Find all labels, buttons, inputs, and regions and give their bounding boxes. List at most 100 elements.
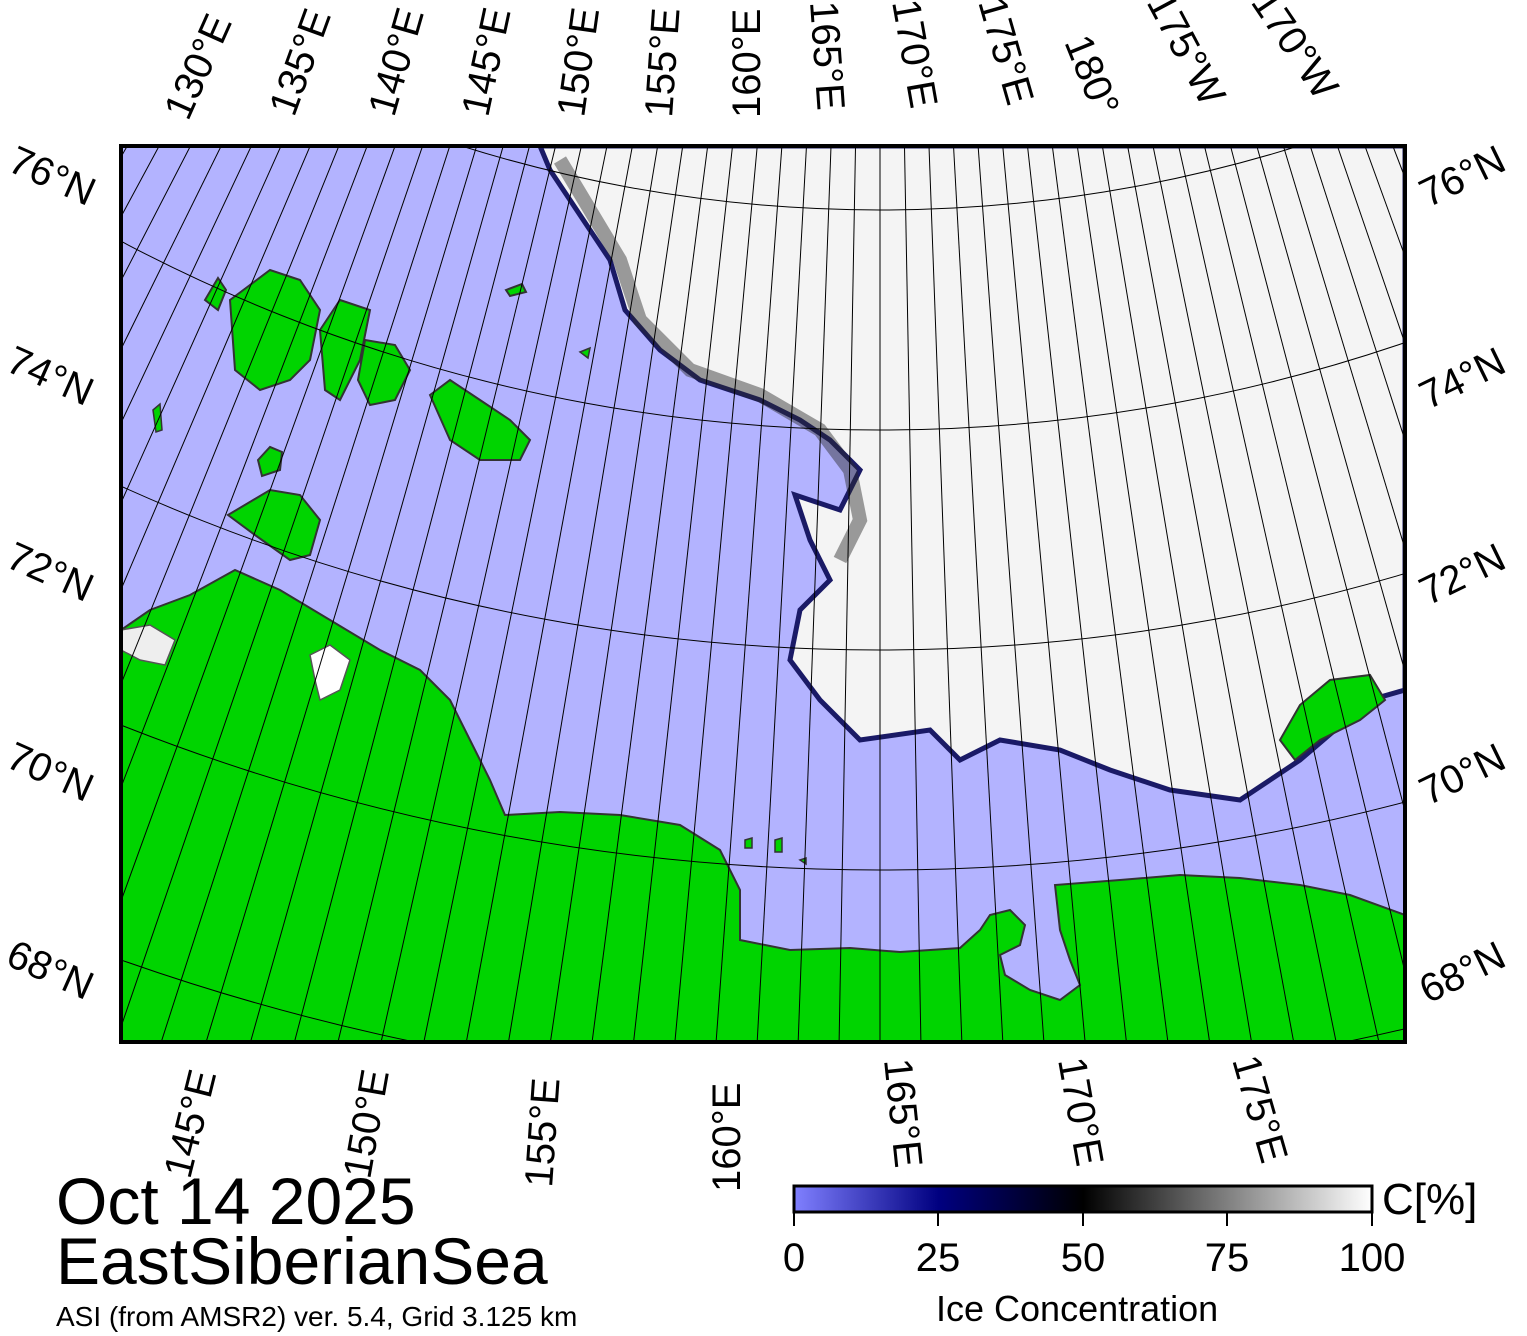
lat-label-right-76: 76°N — [1413, 137, 1513, 216]
meridian-line — [1497, 0, 1527, 922]
new-siberia-island — [428, 378, 532, 461]
lon-label-top-130E: 130°E — [156, 8, 241, 126]
map-frame — [119, 144, 1407, 1044]
meridian-line — [249, 146, 504, 1042]
meridian-line — [953, 146, 1004, 1042]
meridian-line — [121, 146, 368, 789]
bolshoy-lyakhovsky-island — [226, 488, 322, 562]
meridian-line — [1364, 146, 1405, 258]
data-source-note: ASI (from AMSR2) ver. 5.4, Grid 3.125 km — [56, 1301, 578, 1332]
lon-label-top-170E: 170°E — [883, 0, 945, 111]
meridian-line — [1127, 146, 1295, 1042]
lon-label-bottom-170E: 170°E — [1049, 1054, 1111, 1169]
meridian-line — [465, 146, 633, 1042]
meridian-line — [121, 146, 396, 903]
meridian-line — [380, 146, 582, 1042]
meridian-line — [797, 146, 832, 1042]
lon-label-top-160E: 160°E — [725, 9, 769, 118]
meridian-line — [121, 146, 340, 686]
meridian-line — [1309, 146, 1405, 442]
colorbar-ticks — [793, 1212, 1373, 1226]
meridian-line — [977, 146, 1045, 1042]
meridian-line — [121, 146, 424, 1029]
meridian-line — [160, 146, 451, 1042]
meridian-line — [0, 0, 28, 623]
colorbar-tick-label-0: 0 — [782, 1236, 806, 1280]
right-lat-labels: 76°N 74°N 72°N 70°N 68°N — [1413, 137, 1513, 1012]
small-island-west — [203, 276, 228, 312]
region-name: EastSiberianSea — [56, 1224, 548, 1298]
wrangel-island — [1278, 673, 1387, 762]
colorbar-gradient — [792, 1184, 1374, 1214]
meridian-line — [1336, 146, 1405, 345]
meridian-line — [903, 146, 922, 1042]
left-lat-labels: 76°N 74°N 72°N 70°N 68°N — [0, 138, 102, 1009]
lon-label-top-175E: 175°E — [969, 0, 1041, 110]
meridian-line — [756, 146, 807, 1042]
lon-label-bottom-160E: 160°E — [705, 1083, 749, 1192]
lat-label-right-68: 68°N — [1413, 933, 1513, 1012]
bear-islands — [744, 837, 807, 866]
lat-label-right-70: 70°N — [1413, 735, 1513, 814]
meridian-line — [928, 146, 963, 1042]
colorbar-tick-label-100: 100 — [1338, 1236, 1406, 1280]
lon-label-bottom-155E: 155°E — [517, 1076, 569, 1188]
lon-label-top-135E: 135°E — [261, 3, 340, 121]
meridian-line — [337, 146, 557, 1042]
meridian-line — [715, 146, 783, 1042]
lat-label-right-74: 74°N — [1413, 339, 1513, 418]
lon-label-top-155E: 155°E — [637, 6, 689, 118]
meridian-line — [1229, 146, 1405, 814]
meridian-line — [1152, 146, 1337, 1042]
meridian-line — [838, 146, 857, 1042]
meridian-line — [633, 146, 734, 1042]
lon-label-bottom-175E: 175°E — [1223, 1050, 1295, 1167]
sea-ice-pack — [537, 146, 1405, 803]
lat-label-left-68: 68°N — [0, 932, 100, 1009]
meridian-line — [1178, 146, 1380, 1042]
mainland-coast — [121, 568, 1405, 1042]
colorbar-tick-label-50: 50 — [1060, 1236, 1106, 1280]
colorbar-unit: C[%] — [1382, 1175, 1478, 1224]
faddeyevsky-island — [318, 298, 372, 402]
lat-label-left-76: 76°N — [2, 138, 102, 215]
lon-label-top-145E: 145°E — [454, 4, 520, 120]
meridian-line — [1076, 146, 1211, 1042]
meridian-line — [121, 146, 252, 425]
meridian-line — [1518, 0, 1527, 901]
lon-label-top-180: 180° — [1056, 29, 1128, 122]
map-date: Oct 14 2025 — [56, 1164, 416, 1238]
meridian-line — [0, 0, 10, 594]
map-area — [0, 0, 1527, 1042]
colorbar-tick-label-75: 75 — [1204, 1236, 1250, 1280]
meridian-line — [507, 146, 659, 1042]
lon-label-top-175W: 175°W — [1138, 0, 1234, 113]
colorbar-title: Ice Concentration — [936, 1288, 1219, 1329]
meridian-line — [591, 146, 709, 1042]
meridian-line — [205, 146, 478, 1042]
meridian-line — [1051, 146, 1169, 1042]
lon-label-top-140E: 140°E — [360, 3, 432, 120]
lon-label-top-150E: 150°E — [549, 5, 608, 119]
small-island-left — [152, 402, 163, 433]
lon-label-bottom-165E: 165°E — [875, 1056, 930, 1169]
lat-label-left-74: 74°N — [0, 338, 100, 415]
meridian-line — [549, 146, 684, 1042]
lat-label-left-72: 72°N — [0, 534, 100, 611]
meridian-line — [121, 146, 282, 505]
lon-label-top-165E: 165°E — [801, 0, 853, 112]
lat-label-left-70: 70°N — [0, 734, 100, 811]
meridian-line — [1282, 146, 1405, 551]
meridian-line — [1101, 146, 1253, 1042]
lat-label-right-72: 72°N — [1413, 535, 1513, 614]
meridian-line — [423, 146, 608, 1042]
meridian-line — [1026, 146, 1127, 1042]
ice-edge-dark-band — [553, 156, 868, 564]
meridian-line — [121, 146, 311, 591]
colorbar-tick-label-25: 25 — [915, 1236, 961, 1280]
lon-label-top-170W: 170°W — [1243, 0, 1347, 107]
top-lon-labels: 130°E 135°E 140°E 145°E 150°E 155°E 160°… — [156, 0, 1347, 126]
small-island-center — [578, 346, 592, 360]
meridian-line — [1002, 146, 1086, 1042]
